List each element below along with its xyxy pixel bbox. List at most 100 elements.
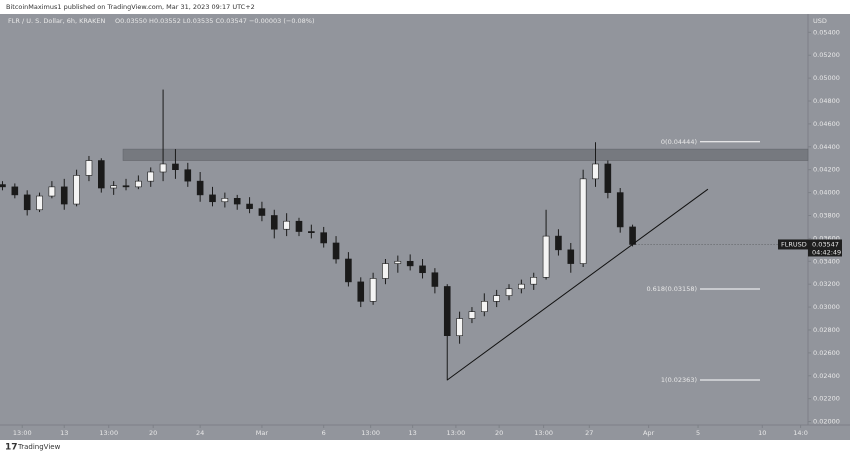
candle-body [382,263,389,279]
candle-body [369,278,377,302]
price-tag [808,239,842,257]
candle-body [221,198,229,203]
candle-body [542,235,550,278]
candle-body [98,160,105,189]
countdown-label: 04:42:49 [812,248,841,256]
candle-body [555,235,562,251]
candle-body [60,186,68,205]
candle-body [629,226,636,245]
candle-body [11,186,19,196]
candle-body [85,160,93,176]
candle-body [579,178,587,264]
candle-body [159,163,167,173]
y-tick-label: 0.04800 [813,97,840,105]
x-tick-label: 13:00 [361,429,380,437]
y-tick-label: 0.04600 [813,120,840,128]
candle-body [36,195,43,211]
x-tick-label: 13:00 [447,429,466,437]
candle-body [258,208,266,216]
candle-body [332,242,340,260]
candle-body [431,272,439,287]
candle-body [184,169,192,182]
candle-body [270,215,278,230]
candle-body [0,184,6,188]
x-tick-label: 13:00 [534,429,553,437]
x-tick-label: 14:0 [793,429,808,437]
y-tick-label: 0.02400 [813,372,840,380]
candle-body [246,203,253,209]
y-tick-label: 0.05400 [813,28,840,36]
candle-body [406,260,414,267]
candle-body [295,220,303,232]
fib-label: 1(0.02363) [661,376,697,384]
y-tick-label: 0.03400 [813,257,840,265]
logo: 17 [5,443,18,453]
x-tick-label: 13:00 [99,429,118,437]
candle-body [23,194,31,211]
x-tick-label: 5 [696,429,700,437]
price-tag-label: 0.03547 [812,240,839,248]
symbol-tag [778,239,808,250]
candle-body [122,185,130,188]
candle-body [592,163,599,180]
resistance-zone [122,148,809,161]
fib-label: 0.618(0.03158) [646,285,697,293]
y-tick-label: 0.05000 [813,74,840,82]
y-tick-label: 0.02800 [813,326,840,334]
candle-body [209,194,216,203]
candle-body [518,283,525,290]
candle-body [419,265,426,274]
x-tick-label: 20 [149,429,157,437]
candle-body [110,185,117,189]
x-tick-label: 13 [60,429,68,437]
candle-body [147,171,155,182]
fib-label: 0(0.04444) [661,138,697,146]
y-axis-label: USD [813,17,827,25]
candle-body [345,258,352,283]
y-tick-label: 0.04400 [813,143,840,151]
candle-body [48,186,56,197]
y-tick-label: 0.03000 [813,303,840,311]
x-tick-label: 20 [495,429,503,437]
x-tick-label: 10 [758,429,766,437]
x-tick-label: 6 [322,429,326,437]
footer: TradingView [17,443,61,451]
candle-body [616,192,624,228]
chart-title: FLR / U. S. Dollar, 6h, KRAKEN [8,17,105,25]
y-tick-label: 0.03200 [813,280,840,288]
symbol-tag-label: FLRUSD [781,240,807,248]
candle-body [530,277,538,285]
y-tick-label: 0.02600 [813,349,840,357]
trendline [446,188,709,381]
candle-body [320,232,327,244]
chart-background [0,14,850,440]
candle-body [308,231,315,233]
x-tick-label: Mar [256,429,269,437]
x-tick-label: 27 [585,429,593,437]
x-tick-label: Apr [643,429,655,437]
y-tick-label: 0.02000 [813,418,840,426]
ohlc-legend: O0.03550 H0.03552 L0.03535 C0.03547 −0.0… [115,17,315,25]
candle-body [135,180,142,188]
candle-body [172,163,179,170]
candle-body [493,295,500,302]
candle-body [481,301,488,312]
candle-body [73,175,80,205]
header: BitcoinMaximus1 published on TradingView… [6,3,255,11]
candle-body [357,281,365,302]
x-tick-label: 13:00 [13,429,32,437]
candle-body [196,180,204,196]
candle-body [283,220,290,230]
candle-body [394,260,402,264]
y-tick-label: 0.03800 [813,211,840,219]
candle-body [505,288,513,296]
candle-body [456,318,463,337]
y-tick-label: 0.02200 [813,395,840,403]
y-tick-label: 0.05200 [813,51,840,59]
y-tick-label: 0.04000 [813,189,840,197]
candle-body [468,311,476,319]
candle-body [567,249,575,264]
y-tick-label: 0.04200 [813,166,840,174]
x-tick-label: 13 [409,429,417,437]
